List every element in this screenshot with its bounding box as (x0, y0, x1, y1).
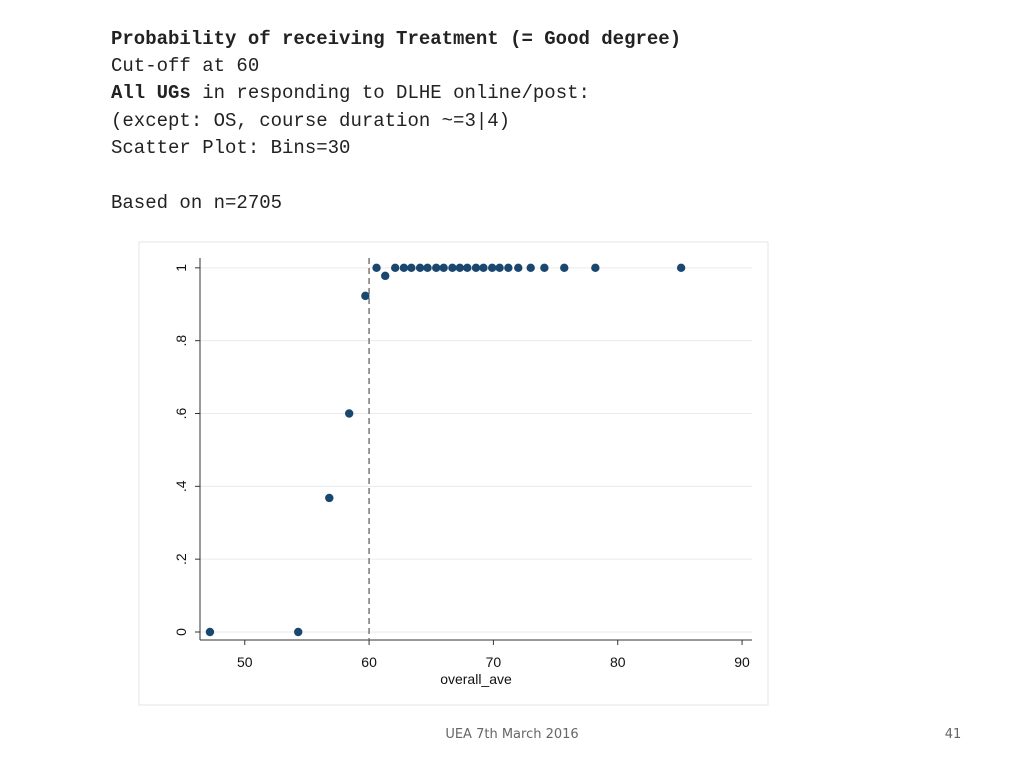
slide-line: All UGs in responding to DLHE online/pos… (111, 82, 590, 104)
x-tick-label: 80 (610, 654, 626, 670)
point (344, 409, 354, 418)
group-rest: in responding to DLHE online/post: (191, 82, 590, 104)
x-axis-label: overall_ave (440, 671, 512, 687)
plot: 0 .2 .4 .6 .8 1 50 60 70 80 90 (173, 258, 752, 670)
point (487, 263, 497, 273)
y-tick-label: .2 (173, 553, 189, 565)
x-tick-label: 70 (486, 654, 502, 670)
point (439, 263, 448, 273)
point (676, 263, 686, 273)
footer: UEA 7th March 2016 (445, 727, 578, 742)
y-tick-label: 1 (173, 264, 189, 272)
point (540, 263, 549, 273)
point (423, 263, 432, 273)
point (495, 263, 504, 273)
chart-frame (138, 241, 769, 706)
slide-line: (except: OS, course duration ~=3|4) (111, 110, 510, 132)
group-bold: All UGs (111, 82, 191, 104)
y-tick-label: 0 (173, 628, 189, 636)
y-tick-label: .8 (173, 335, 189, 347)
y-tick-label: .4 (173, 480, 189, 492)
point (390, 263, 400, 273)
page-number: 41 (945, 727, 962, 742)
point (448, 263, 457, 273)
y-tick-label: .6 (173, 407, 189, 419)
point (432, 263, 441, 273)
point (526, 263, 535, 273)
slide-line: Based on n=2705 (111, 192, 282, 214)
point (455, 263, 465, 273)
point (514, 263, 523, 273)
point (325, 493, 334, 503)
point (560, 263, 569, 273)
slide-title: Probability of receiving Treatment (= Go… (111, 28, 681, 50)
point (372, 263, 381, 273)
point (415, 263, 425, 273)
point (361, 291, 370, 301)
point (399, 263, 409, 273)
point (463, 263, 472, 273)
x-tick-label: 90 (734, 654, 750, 670)
x-tick-label: 60 (361, 654, 377, 670)
point (479, 263, 488, 273)
point (294, 627, 303, 637)
x-tick-label: 50 (237, 654, 253, 670)
point (205, 627, 215, 637)
point (471, 263, 481, 273)
slide-line: Scatter Plot: Bins=30 (111, 137, 350, 159)
point (407, 263, 416, 273)
point (381, 271, 390, 281)
slide-line: Cut-off at 60 (111, 55, 259, 77)
point (591, 263, 600, 273)
point (504, 263, 513, 273)
